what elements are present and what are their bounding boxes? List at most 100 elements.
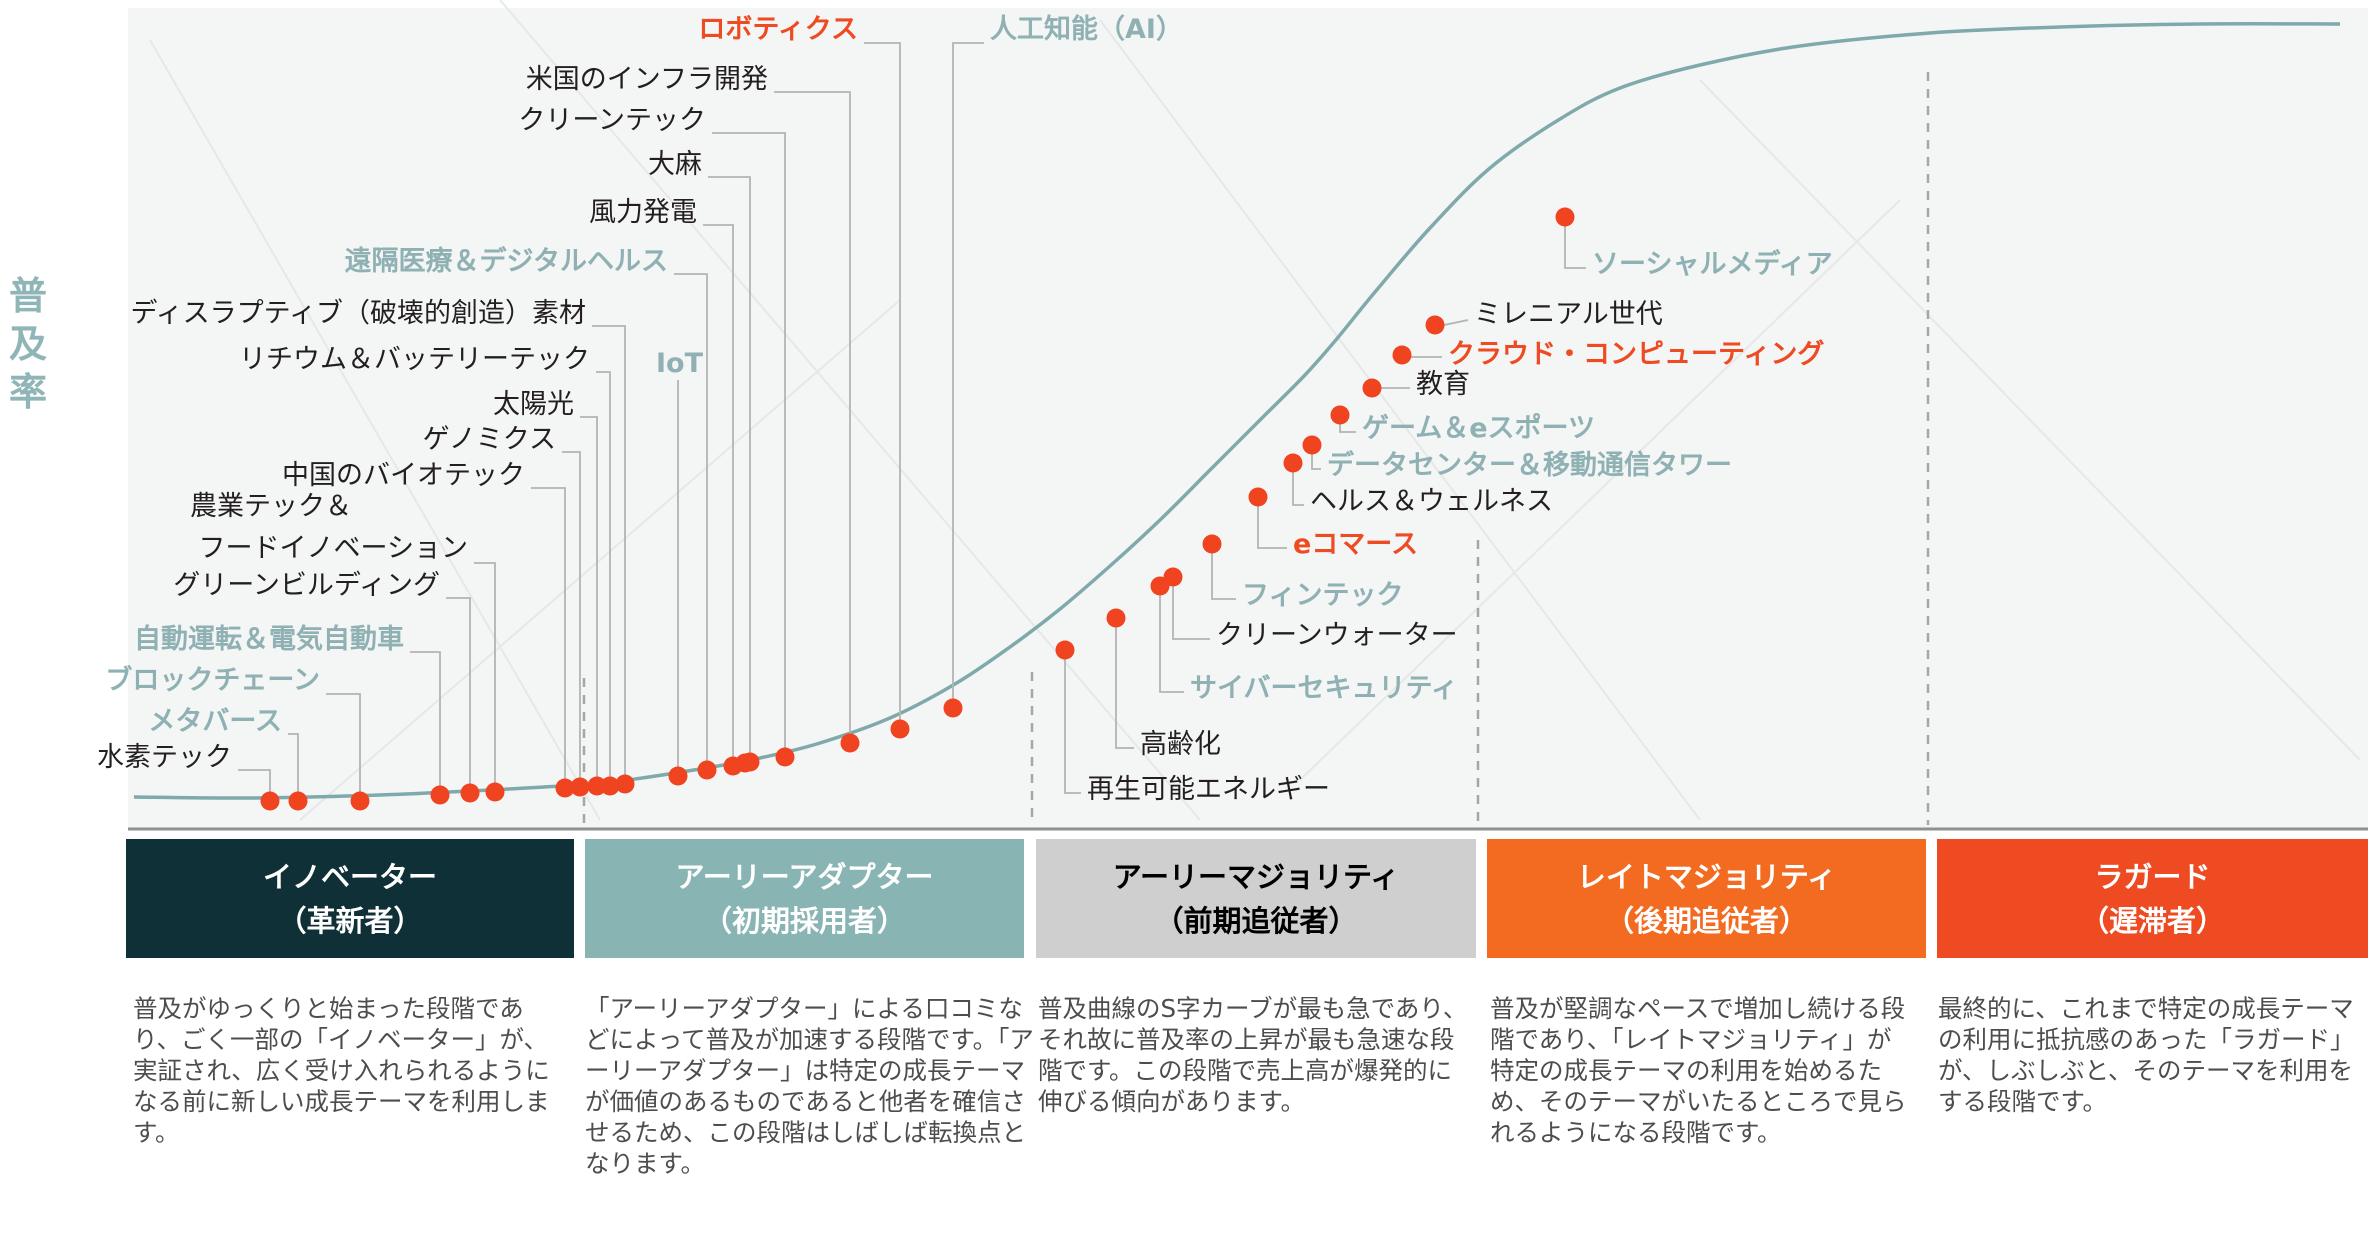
theme-dot [600, 776, 620, 796]
theme-dot [260, 791, 280, 811]
theme-label: グリーンビルディング [173, 570, 440, 601]
theme-label: ソーシャルメディア [1592, 248, 1833, 280]
theme-dot [840, 733, 860, 753]
description-late-majority: 普及が堅調なペースで増加し続ける段階であり、「レイトマジョリティ」が特定の成長テ… [1490, 994, 1907, 1147]
theme-dot [775, 747, 795, 767]
background-pattern-line [1099, 19, 1701, 821]
leader-line [1292, 472, 1304, 506]
background-pattern-line [1299, 199, 1901, 781]
leader-line [1443, 319, 1469, 326]
leader-line [592, 325, 626, 775]
theme-dot [1055, 640, 1075, 660]
leader-line [474, 562, 496, 783]
segment-early-majority: アーリーマジョリティ （前期追従者） [1036, 839, 1476, 958]
leader-line [580, 416, 598, 777]
theme-dot [1392, 345, 1412, 365]
theme-dot [485, 782, 505, 802]
theme-label: フードイノベーション [199, 533, 468, 564]
theme-dot [1283, 453, 1303, 473]
theme-label: 中国のバイオテック [282, 460, 525, 491]
theme-dot [460, 783, 480, 803]
theme-dot [1425, 315, 1445, 335]
leader-line [1172, 586, 1210, 640]
background-pattern-line [1699, 79, 2361, 761]
theme-dot [430, 785, 450, 805]
theme-label: メタバース [148, 706, 282, 737]
leader-line [446, 597, 471, 784]
theme-label: ロボティクス [698, 14, 858, 45]
theme-label: 教育 [1416, 369, 1470, 400]
description-early-adopters: 「アーリーアダプター」による口コミなどによって普及が加速する段階です。「アーリー… [585, 994, 1034, 1178]
background-pattern-line [299, 299, 901, 821]
adoption-curve-chart: 水素テック メタバース ブロックチェーン 自動運転＆電気自動車 グリーンビルディング 農業… [97, 0, 2368, 831]
theme-label: ヘルス＆ウェルネス [1310, 486, 1553, 517]
theme-label: 再生可能エネルギー [1087, 774, 1330, 805]
segment-late-majority: レイトマジョリティ （後期追従者） [1487, 839, 1926, 958]
leader-line [1564, 226, 1586, 269]
leader-line [410, 651, 441, 786]
leader-line [674, 273, 708, 761]
theme-label: データセンター＆移動通信タワー [1327, 449, 1732, 481]
theme-label: 米国のインフラ開発 [526, 64, 768, 95]
leader-line [596, 371, 611, 777]
theme-label: 水素テック [97, 742, 232, 773]
theme-dot [697, 760, 717, 780]
theme-label: 遠隔医療＆デジタルヘルス [345, 245, 668, 277]
theme-label: eコマース [1293, 529, 1418, 560]
theme-dot [1248, 487, 1268, 507]
theme-label: 大麻 [648, 149, 702, 180]
leader-line [952, 42, 984, 699]
theme-label: クリーンテック [518, 105, 706, 136]
theme-label: ブロックチェーン [105, 664, 320, 696]
leader-line [708, 176, 751, 753]
theme-label: ゲーム＆eスポーツ [1362, 413, 1595, 444]
theme-label: 農業テック＆ [190, 491, 352, 522]
theme-dot [1362, 378, 1382, 398]
segment-innovators: イノベーター （革新者） [126, 839, 574, 958]
leader-line [774, 91, 851, 734]
y-axis-label: 普 及 率 [8, 274, 47, 414]
theme-dot [1163, 567, 1183, 587]
theme-label: 風力発電 [589, 197, 697, 228]
theme-dot [555, 778, 575, 798]
leader-line [1159, 595, 1184, 693]
theme-label: ディスラプティブ（破壊的創造）素材 [131, 298, 587, 329]
theme-dot [1302, 435, 1322, 455]
leader-line [1211, 553, 1236, 600]
description-early-majority: 普及曲線のS字カーブが最も急であり、それ故に普及率の上昇が最も急速な段階です。こ… [1038, 994, 1468, 1116]
leader-line [1257, 506, 1287, 549]
theme-dot [668, 766, 688, 786]
theme-label: リチウム＆バッテリーテック [239, 344, 590, 375]
theme-dot [615, 774, 635, 794]
leader-line [1064, 659, 1081, 794]
theme-label: 自動運転＆電気自動車 [134, 623, 404, 655]
leader-line [864, 42, 901, 720]
leader-line [238, 769, 271, 792]
description-laggards: 最終的に、これまで特定の成長テーマの利用に抵抗感のあった「ラガード」が、しぶしぶ… [1938, 994, 2355, 1116]
theme-dot [890, 719, 910, 739]
theme-dot [350, 791, 370, 811]
leader-line [1311, 454, 1321, 470]
leader-line [562, 451, 581, 778]
theme-dot [1202, 534, 1222, 554]
theme-dot [943, 698, 963, 718]
theme-dot [1106, 608, 1126, 628]
leader-line [703, 224, 734, 757]
theme-dot [570, 777, 590, 797]
theme-dot [1330, 405, 1350, 425]
leader-line [326, 693, 361, 792]
leader-line [1115, 627, 1134, 749]
theme-label: クリーンウォーター [1216, 620, 1458, 651]
theme-label: 太陽光 [493, 389, 574, 420]
theme-label: ゲノミクス [423, 424, 556, 455]
description-innovators: 普及がゆっくりと始まった段階であり、ごく一部の「イノベーター」が、実証され、広く… [133, 994, 550, 1147]
leader-line [1339, 424, 1356, 433]
leader-line [288, 733, 299, 792]
theme-dot [1555, 207, 1575, 227]
theme-label: 人工知能（AI） [990, 13, 1183, 45]
theme-dot [288, 791, 308, 811]
leader-line [712, 132, 786, 748]
theme-dot [587, 776, 607, 796]
theme-label: フィンテック [1242, 580, 1403, 611]
theme-label: IoT [656, 348, 704, 379]
